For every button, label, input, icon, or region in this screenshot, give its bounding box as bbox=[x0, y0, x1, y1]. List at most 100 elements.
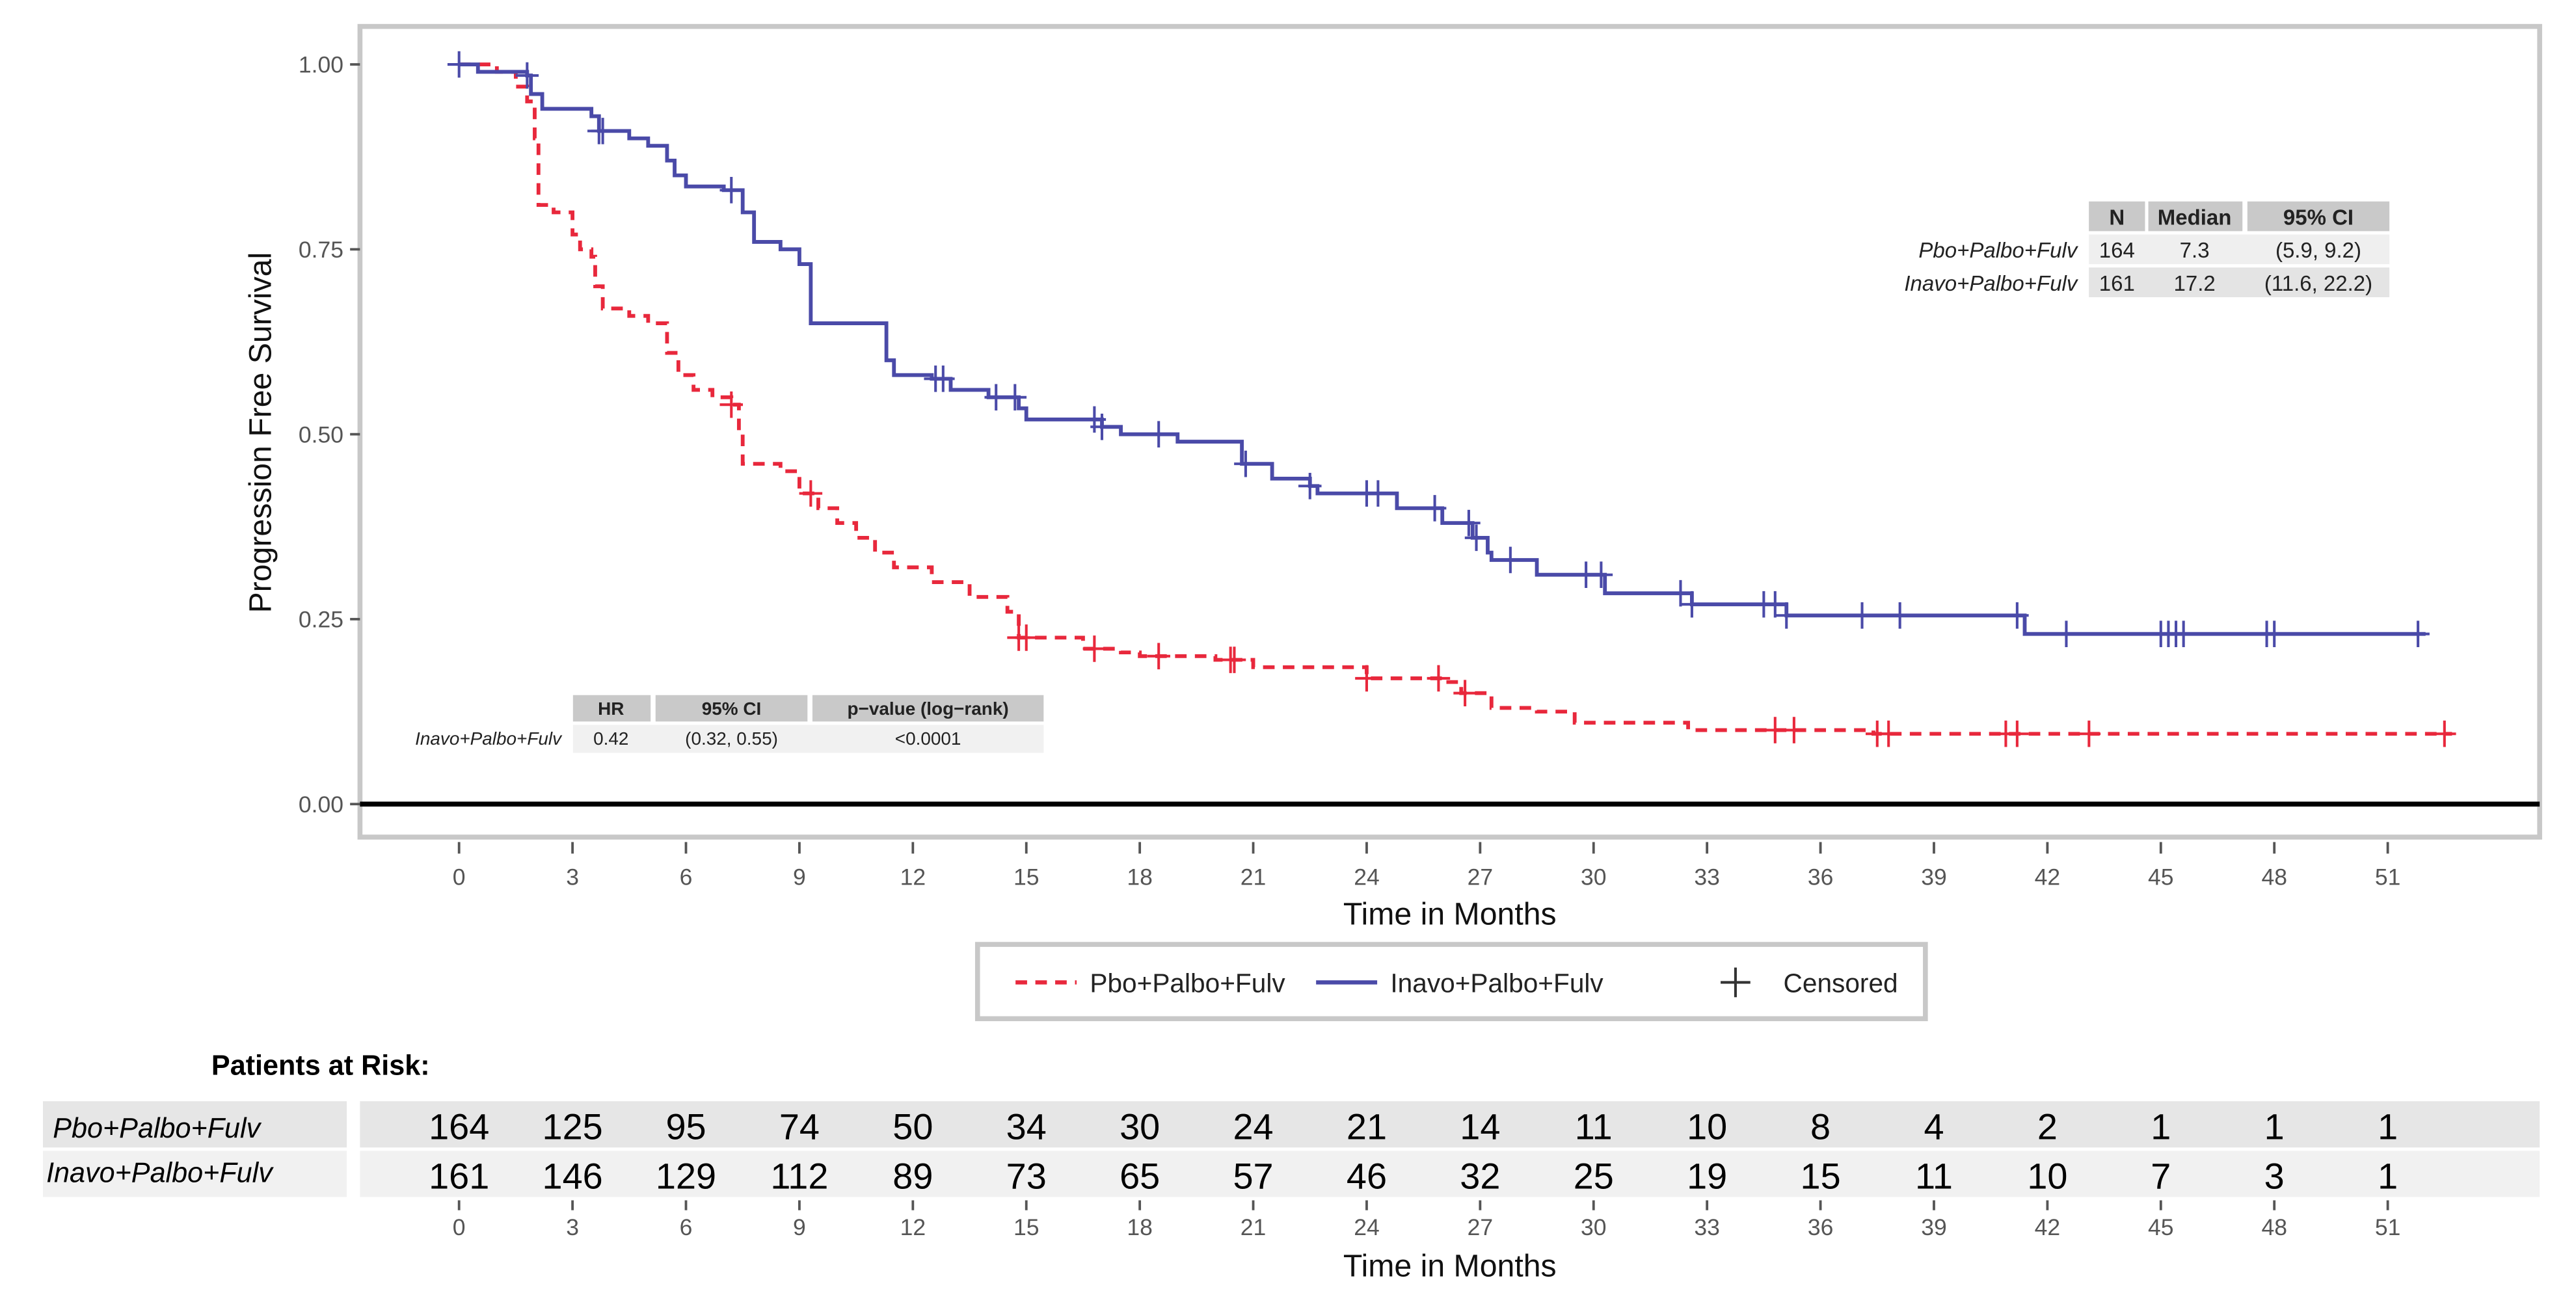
legend-label-censored: Censored bbox=[1784, 968, 1898, 998]
risk-x-tick-label: 0 bbox=[453, 1214, 466, 1240]
censor-mark bbox=[1014, 624, 1038, 651]
risk-count: 46 bbox=[1347, 1156, 1387, 1197]
risk-count: 1 bbox=[2264, 1106, 2285, 1147]
risk-table-title: Patients at Risk: bbox=[211, 1050, 430, 1082]
risk-count: 164 bbox=[429, 1106, 489, 1147]
risk-count: 50 bbox=[892, 1106, 933, 1147]
risk-x-tick-label: 12 bbox=[900, 1214, 926, 1240]
x-tick-label: 15 bbox=[1013, 864, 1040, 890]
legend: Pbo+Palbo+Fulv Inavo+Palbo+Fulv Censored bbox=[974, 942, 1928, 1022]
median-table: N Median 95% CI Pbo+Palbo+Fulv 164 7.3 (… bbox=[1904, 201, 2390, 297]
risk-x-tick-label: 27 bbox=[1468, 1214, 1494, 1240]
risk-count: 8 bbox=[1810, 1106, 1831, 1147]
censor-mark bbox=[1680, 591, 1704, 618]
censor-mark bbox=[1775, 602, 1799, 629]
x-tick-label: 18 bbox=[1127, 864, 1153, 890]
risk-count: 11 bbox=[1575, 1106, 1613, 1147]
risk-count: 34 bbox=[1006, 1106, 1047, 1147]
y-tick-label: 0.00 bbox=[299, 792, 343, 818]
risk-x-tick-label: 51 bbox=[2375, 1214, 2401, 1240]
censor-mark bbox=[1464, 524, 1488, 552]
censor-mark bbox=[1457, 509, 1481, 537]
censor-mark bbox=[1427, 665, 1451, 692]
y-tick-label: 0.50 bbox=[299, 421, 343, 447]
median-row-median: 7.3 bbox=[2180, 238, 2210, 262]
censor-mark bbox=[1090, 413, 1114, 440]
x-tick-label: 12 bbox=[900, 864, 926, 890]
censor-mark bbox=[447, 51, 471, 78]
censor-mark bbox=[2262, 620, 2286, 648]
y-tick-label: 1.00 bbox=[299, 52, 343, 78]
censor-mark bbox=[2433, 720, 2456, 747]
x-tick-label: 0 bbox=[453, 864, 466, 890]
risk-count: 4 bbox=[1924, 1106, 1944, 1147]
legend-label-pbo: Pbo+Palbo+Fulv bbox=[1090, 968, 1285, 998]
risk-x-tick-label: 42 bbox=[2035, 1214, 2061, 1240]
hr-ci: (0.32, 0.55) bbox=[685, 728, 778, 749]
risk-count: 11 bbox=[1915, 1156, 1953, 1197]
risk-row-label: Pbo+Palbo+Fulv bbox=[53, 1113, 262, 1144]
censor-mark bbox=[1222, 646, 1246, 673]
risk-count: 21 bbox=[1347, 1106, 1387, 1147]
risk-x-tick-label: 24 bbox=[1354, 1214, 1380, 1240]
median-header-ci: 95% CI bbox=[2283, 205, 2354, 229]
x-tick-label: 3 bbox=[566, 864, 579, 890]
x-tick-label: 39 bbox=[1921, 864, 1947, 890]
x-tick-label: 21 bbox=[1241, 864, 1267, 890]
median-row-ci: (5.9, 9.2) bbox=[2275, 238, 2361, 262]
censor-mark bbox=[2171, 620, 2195, 648]
censor-mark bbox=[591, 118, 615, 144]
risk-count: 30 bbox=[1120, 1106, 1160, 1147]
median-row-n: 164 bbox=[2099, 238, 2135, 262]
risk-x-tick-label: 36 bbox=[1808, 1214, 1834, 1240]
censor-mark bbox=[2054, 620, 2078, 648]
risk-count: 25 bbox=[1574, 1156, 1614, 1197]
median-row-median: 17.2 bbox=[2173, 271, 2215, 295]
censor-mark bbox=[1499, 546, 1522, 574]
hr-header-ci: 95% CI bbox=[702, 699, 762, 719]
median-row-ci: (11.6, 22.2) bbox=[2264, 271, 2372, 295]
median-header-n: N bbox=[2109, 205, 2125, 229]
y-tick-label: 0.25 bbox=[299, 607, 343, 633]
censor-mark bbox=[1355, 665, 1378, 692]
y-axis-label: Progression Free Survival bbox=[243, 252, 278, 613]
x-tick-label: 42 bbox=[2035, 864, 2061, 890]
censor-mark bbox=[1234, 450, 1257, 477]
x-tick-label: 36 bbox=[1808, 864, 1834, 890]
risk-count: 74 bbox=[779, 1106, 820, 1147]
risk-x-axis-label: Time in Months bbox=[1343, 1248, 1557, 1283]
x-tick-label: 27 bbox=[1468, 864, 1494, 890]
risk-count: 10 bbox=[2027, 1156, 2067, 1197]
censor-mark bbox=[2006, 720, 2029, 747]
censor-mark bbox=[1589, 561, 1613, 589]
risk-x-tick-label: 45 bbox=[2148, 1214, 2174, 1240]
censor-mark bbox=[1453, 680, 1477, 706]
risk-count: 19 bbox=[1687, 1156, 1727, 1197]
risk-count: 65 bbox=[1120, 1156, 1160, 1197]
risk-count: 32 bbox=[1460, 1156, 1500, 1197]
censor-mark bbox=[1888, 602, 1912, 629]
hr-p-value: <0.0001 bbox=[895, 728, 961, 749]
censor-mark bbox=[1669, 580, 1693, 607]
censor-mark bbox=[1850, 602, 1874, 629]
risk-count: 89 bbox=[892, 1156, 933, 1197]
risk-x-tick-label: 39 bbox=[1921, 1214, 1947, 1240]
risk-count: 57 bbox=[1233, 1156, 1273, 1197]
risk-x-tick-label: 15 bbox=[1013, 1214, 1040, 1240]
censor-mark bbox=[932, 366, 955, 392]
x-tick-label: 48 bbox=[2261, 864, 2287, 890]
x-tick-label: 24 bbox=[1354, 864, 1380, 890]
risk-x-tick-label: 21 bbox=[1241, 1214, 1267, 1240]
risk-x-tick-label: 33 bbox=[1694, 1214, 1720, 1240]
censor-mark bbox=[1764, 591, 1787, 618]
censor-mark bbox=[1147, 643, 1170, 670]
legend-label-inavo: Inavo+Palbo+Fulv bbox=[1390, 968, 1603, 998]
risk-x-tick-label: 48 bbox=[2261, 1214, 2287, 1240]
risk-x-tick-label: 18 bbox=[1127, 1214, 1153, 1240]
censor-mark bbox=[1877, 720, 1900, 747]
censor-mark bbox=[719, 177, 744, 204]
hr-value: 0.42 bbox=[593, 728, 628, 749]
risk-count: 95 bbox=[665, 1106, 706, 1147]
risk-count: 24 bbox=[1233, 1106, 1273, 1147]
